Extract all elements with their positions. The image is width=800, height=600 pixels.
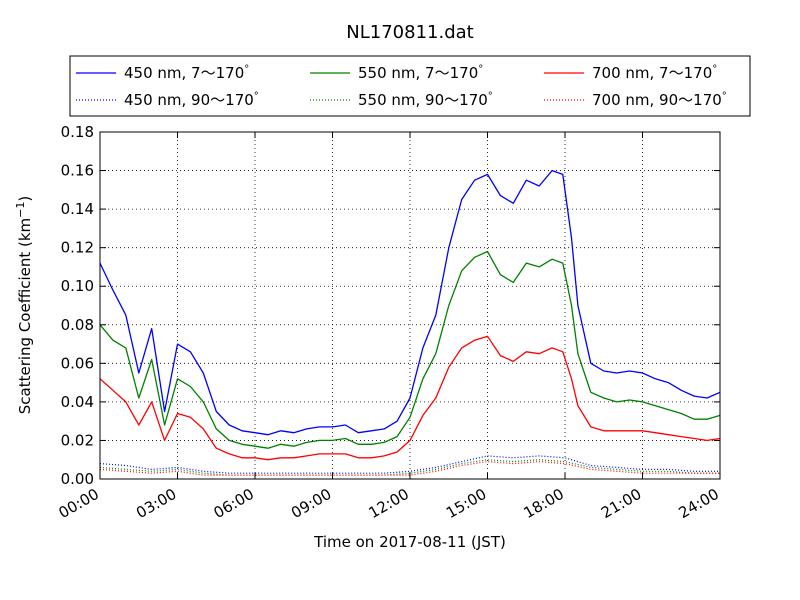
y-tick-label: 0.04 — [61, 393, 94, 411]
chart-title: NL170811.dat — [346, 22, 473, 43]
legend-label-tail: 170 — [216, 64, 245, 82]
legend-box — [69, 55, 751, 117]
axis-ticks — [99, 131, 721, 480]
x-tick-label: 15:00 — [443, 485, 489, 522]
legend-label-tail: 170 — [225, 91, 254, 109]
legend-label-degree: ° — [244, 64, 249, 75]
series-line-3 — [99, 335, 721, 461]
legend-label-degree: ° — [712, 64, 717, 75]
y-axis-title-sup: −1 — [14, 202, 27, 218]
y-tick-label: 0.14 — [61, 200, 94, 218]
gridlines — [100, 132, 720, 479]
x-tick-label: 06:00 — [211, 485, 257, 522]
legend-label-tilde: ～ — [210, 91, 225, 109]
y-tick-label: 0.00 — [61, 470, 94, 488]
y-tick-label: 0.16 — [61, 162, 94, 180]
legend-label-tilde: ～ — [669, 64, 684, 82]
legend-label-tail: 170 — [459, 91, 488, 109]
y-axis-title-close: ) — [16, 196, 34, 202]
y-tick-label: 0.02 — [61, 431, 94, 449]
y-tick-label: 0.12 — [61, 239, 94, 257]
y-axis-title: Scattering Coefficient (km−1) — [14, 196, 34, 415]
legend-label-tail: 170 — [684, 64, 713, 82]
legend-label-4: 450 nm, 90～170° — [124, 91, 259, 109]
x-tick-label: 24:00 — [676, 485, 722, 522]
y-tick-label: 0.18 — [61, 123, 94, 141]
series-line-2 — [99, 250, 721, 449]
legend-label-tilde: ～ — [435, 64, 450, 82]
y-tick-label: 0.06 — [61, 354, 94, 372]
legend-label-6: 700 nm, 90～170° — [592, 91, 727, 109]
legend-label-text: 450 nm, 7 — [124, 64, 201, 82]
legend-label-tail: 170 — [693, 91, 722, 109]
series-line-5 — [99, 459, 720, 476]
legend-label-5: 550 nm, 90～170° — [358, 91, 493, 109]
legend-label-text: 550 nm, 7 — [358, 64, 435, 82]
legend-label-degree: ° — [488, 91, 493, 102]
legend-label-1: 450 nm, 7～170° — [124, 64, 249, 82]
x-tick-label: 00:00 — [56, 485, 102, 522]
x-tick-label: 12:00 — [366, 485, 412, 522]
legend-label-tilde: ～ — [678, 91, 693, 109]
tick-labels: 00:00 03:00 06:00 09:00 12:00 15:00 18:00 21:00… — [56, 123, 722, 522]
x-tick-label: 09:00 — [288, 485, 334, 522]
x-axis-title: Time on 2017-08-11 (JST) — [313, 533, 506, 551]
legend-label-degree: ° — [254, 91, 259, 102]
legend-label-text: 700 nm, 90 — [592, 91, 678, 109]
series-line-1 — [99, 169, 721, 436]
series-line-6 — [99, 461, 720, 476]
x-tick-label: 18:00 — [521, 485, 567, 522]
legend-label-tilde: ～ — [444, 91, 459, 109]
legend-label-degree: ° — [722, 91, 727, 102]
legend-label-text: 700 nm, 7 — [592, 64, 669, 82]
legend: 450 nm, 7～170° 550 nm, 7～170° 700 nm, 7～17… — [69, 55, 751, 117]
legend-label-tilde: ～ — [201, 64, 216, 82]
y-tick-label: 0.08 — [61, 316, 94, 334]
y-tick-label: 0.10 — [61, 277, 94, 295]
legend-label-degree: ° — [478, 64, 483, 75]
legend-label-text: 550 nm, 90 — [358, 91, 444, 109]
y-axis-title-main: Scattering Coefficient (km — [16, 218, 34, 414]
legend-label-3: 700 nm, 7～170° — [592, 64, 717, 82]
x-tick-label: 03:00 — [133, 485, 179, 522]
legend-label-tail: 170 — [450, 64, 479, 82]
series-layer — [99, 169, 721, 476]
x-tick-label: 21:00 — [598, 485, 644, 522]
legend-label-text: 450 nm, 90 — [124, 91, 210, 109]
legend-label-2: 550 nm, 7～170° — [358, 64, 483, 82]
